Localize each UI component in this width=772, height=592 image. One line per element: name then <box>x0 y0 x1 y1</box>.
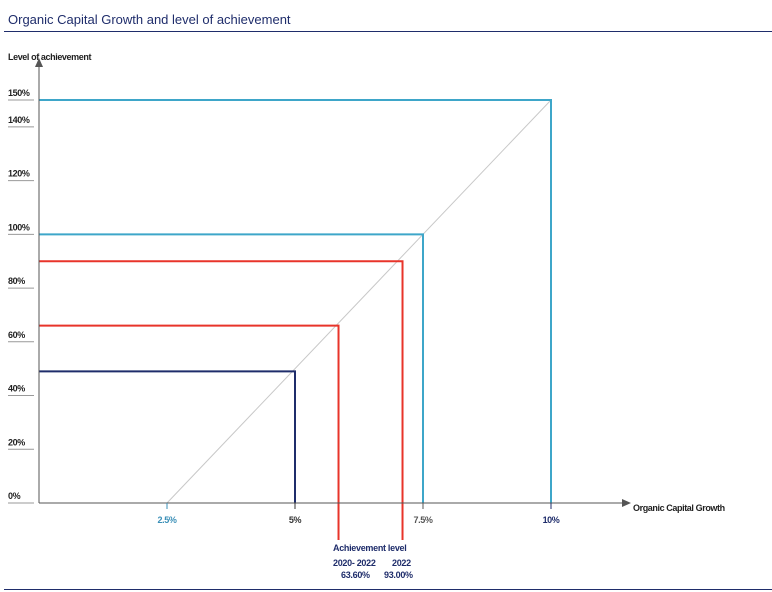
y-tick-label: 20% <box>8 437 25 447</box>
y-tick-label: 120% <box>8 169 30 179</box>
y-axis-label: Level of achievement <box>8 52 91 62</box>
axes <box>35 58 631 507</box>
threshold-line-2 <box>39 260 404 540</box>
threshold-line-4 <box>39 370 296 503</box>
page-title: Organic Capital Growth and level of achi… <box>8 12 291 27</box>
x-ticks: 2.5% 5% 7.5% 10% <box>158 503 560 525</box>
y-tick-label: 140% <box>8 115 30 125</box>
x-tick-label: 10% <box>543 515 560 525</box>
annotation-year-1: 2020- 2022 <box>333 558 376 568</box>
y-tick-label: 40% <box>8 384 25 394</box>
annotation-year-2: 2022 <box>392 558 411 568</box>
threshold-line-3 <box>39 324 340 540</box>
x-axis-arrow <box>622 499 631 507</box>
annotation-value-1: 63.60% <box>341 570 370 580</box>
y-tick-label: 60% <box>8 330 25 340</box>
y-tick-label: 0% <box>8 491 21 501</box>
annotation-title: Achievement level <box>333 543 406 553</box>
threshold-line-1 <box>39 233 424 503</box>
y-tick-label: 80% <box>8 276 25 286</box>
y-tick-label: 150% <box>8 88 30 98</box>
y-axis-arrow <box>35 58 43 67</box>
top-divider <box>4 31 772 32</box>
bottom-divider <box>4 589 772 590</box>
annotation-value-2: 93.00% <box>384 570 413 580</box>
x-axis-label: Organic Capital Growth <box>633 503 725 513</box>
y-tick-label: 100% <box>8 222 30 232</box>
diagonal-reference-line <box>166 99 552 504</box>
x-tick-label: 2.5% <box>158 515 177 525</box>
y-ticks: 0% 20% 40% 60% 80% 100% 120% 140% 150% <box>8 88 34 504</box>
x-tick-label: 7.5% <box>414 515 433 525</box>
x-tick-label: 5% <box>289 515 302 525</box>
threshold-line-0 <box>39 99 552 503</box>
chart-lines-layer <box>39 99 552 540</box>
